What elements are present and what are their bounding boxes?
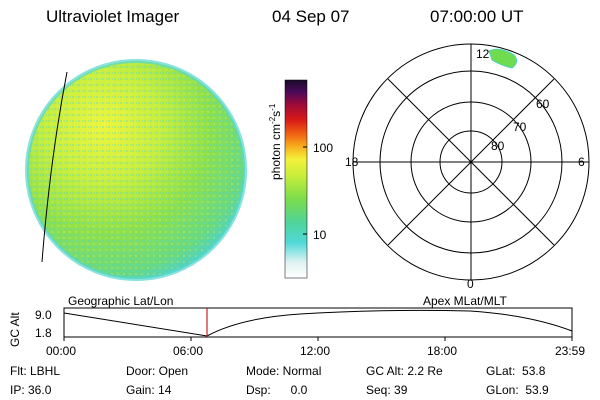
mlt-12-label: 12 (476, 47, 490, 61)
glon-info: GLon: 53.9 (486, 383, 549, 397)
altitude-xtick: 18:00 (427, 344, 458, 358)
time-label: 07:00:00 UT (430, 7, 524, 26)
gc-alt-info: GC Alt: 2.2 Re (366, 364, 443, 378)
altitude-xtick: 06:00 (173, 344, 204, 358)
colorbar (284, 79, 308, 279)
ip-info: IP: 36.0 (10, 383, 52, 397)
dsp-info: Dsp: 0.0 (246, 383, 308, 397)
lat-60-label: 60 (536, 97, 550, 111)
seq-info: Seq: 39 (366, 383, 408, 397)
mode-info: Mode: Normal (246, 364, 322, 378)
altitude-ytick-low: 1.8 (35, 326, 52, 340)
mlt-18-label: 18 (345, 155, 359, 169)
filter-info: Flt: LBHL (10, 364, 61, 378)
glat-info: GLat: 53.8 (486, 364, 546, 378)
geographic-caption: Geographic Lat/Lon (68, 294, 174, 308)
gain-info: Gain: 14 (126, 383, 172, 397)
mlt-0-label: 0 (467, 277, 474, 291)
colorbar-ticks (303, 146, 307, 235)
meridian-line (41, 71, 68, 263)
lat-80-label: 80 (491, 139, 505, 153)
lat-70-label: 70 (513, 120, 527, 134)
apex-caption: Apex MLat/MLT (423, 294, 507, 308)
altitude-ytick-high: 9.0 (35, 308, 52, 322)
colorbar-tick-100: 100 (313, 141, 334, 155)
altitude-ylabel: GC Alt (8, 312, 22, 347)
instrument-title: Ultraviolet Imager (46, 7, 180, 26)
mlt-6-label: 6 (578, 155, 585, 169)
door-info: Door: Open (126, 364, 189, 378)
altitude-xtick: 00:00 (46, 344, 77, 358)
aurora-patch (488, 48, 518, 69)
colorbar-tick-10: 10 (313, 228, 327, 242)
uv-disk-image (25, 59, 247, 281)
altitude-xtick: 23:59 (555, 344, 586, 358)
date-label: 04 Sep 07 (272, 7, 350, 26)
altitude-xtick: 12:00 (300, 344, 331, 358)
altitude-plot (63, 307, 573, 341)
polar-grid (352, 43, 590, 281)
colorbar-unit-label: photon cm-2s-1 (268, 103, 283, 180)
